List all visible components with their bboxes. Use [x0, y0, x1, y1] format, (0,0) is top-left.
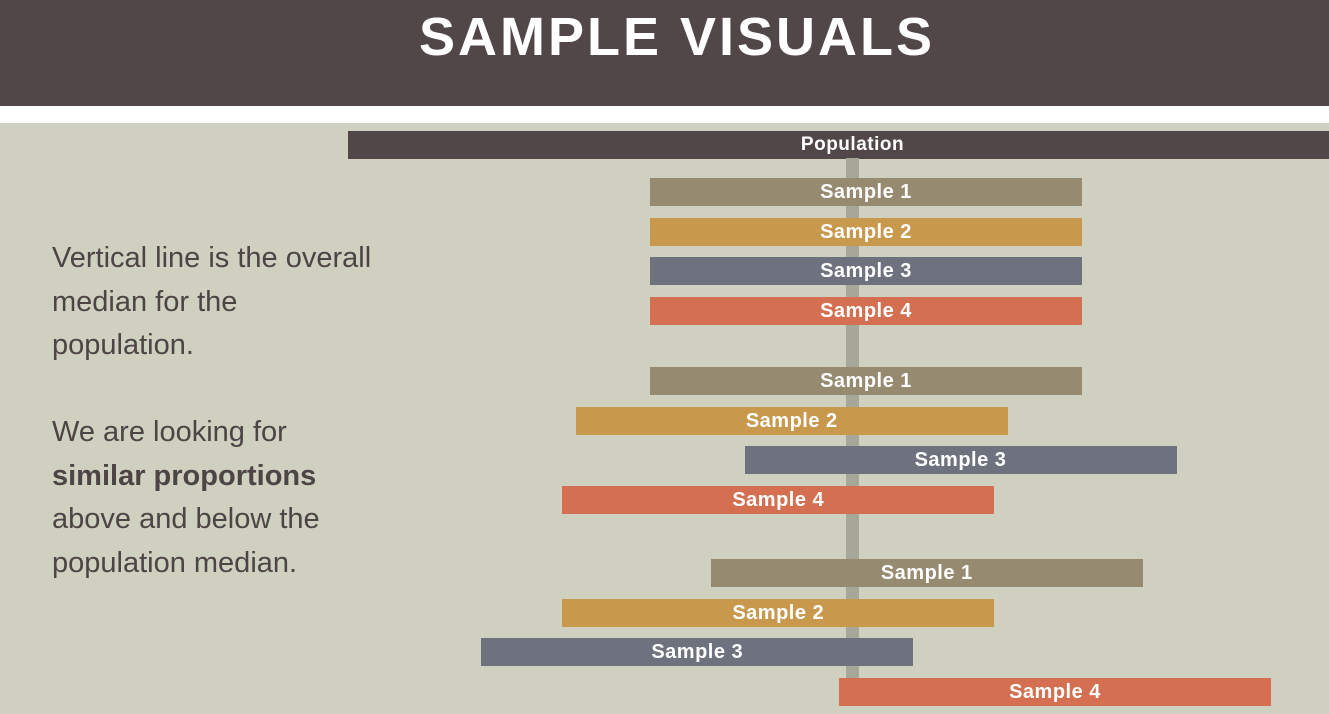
group-3-bar-1: Sample 1 [710, 559, 1143, 587]
page-title: SAMPLE VISUALS [418, 7, 936, 67]
group-3-bar-4-label: Sample 4 [1009, 680, 1101, 703]
group-1-bar-1: Sample 1 [650, 178, 1082, 206]
group-2-bar-4-label: Sample 4 [732, 488, 825, 511]
group-1-bar-4-label: Sample 4 [820, 299, 912, 322]
group-1-bar-2: Sample 2 [650, 217, 1082, 246]
population-bar: Population [348, 131, 1329, 159]
group-2-bar-1: Sample 1 [650, 367, 1082, 395]
header-banner: SAMPLE VISUALS [0, 0, 1329, 106]
median-explanation: Vertical line is the overall median for … [52, 242, 372, 361]
group-2-bar-2: Sample 2 [575, 406, 1008, 435]
group-3-bar-4: Sample 4 [839, 677, 1271, 706]
proportion-text-end: above and below the population median. [52, 503, 320, 579]
group-1-bar-1-label: Sample 1 [820, 181, 912, 203]
group-1-bar-4: Sample 4 [650, 296, 1082, 325]
group-1-bar-3-label: Sample 3 [820, 260, 912, 282]
group-3-bar-1-label: Sample 1 [880, 562, 973, 584]
group-2-bar-1-label: Sample 1 [820, 370, 912, 392]
proportion-text-start: We are looking for [52, 416, 287, 448]
group-1-bar-2-label: Sample 2 [820, 220, 912, 243]
group-2-bar-2-label: Sample 2 [745, 409, 838, 432]
group-1-bar-3: Sample 3 [650, 257, 1082, 285]
header-divider [0, 106, 1329, 123]
group-2-bar-3: Sample 3 [744, 446, 1177, 474]
group-2-bar-4: Sample 4 [562, 485, 995, 514]
proportion-explanation: We are looking for similar proportions a… [52, 411, 372, 585]
group-3-bar-2-label: Sample 2 [732, 601, 825, 624]
group-3-bar-2: Sample 2 [562, 598, 995, 627]
proportion-text-emphasis: similar proportions [52, 459, 317, 492]
population-label: Population [800, 134, 905, 155]
group-3-bar-3: Sample 3 [481, 638, 914, 666]
group-3-bar-3-label: Sample 3 [651, 641, 744, 663]
group-2-bar-3-label: Sample 3 [914, 449, 1007, 471]
